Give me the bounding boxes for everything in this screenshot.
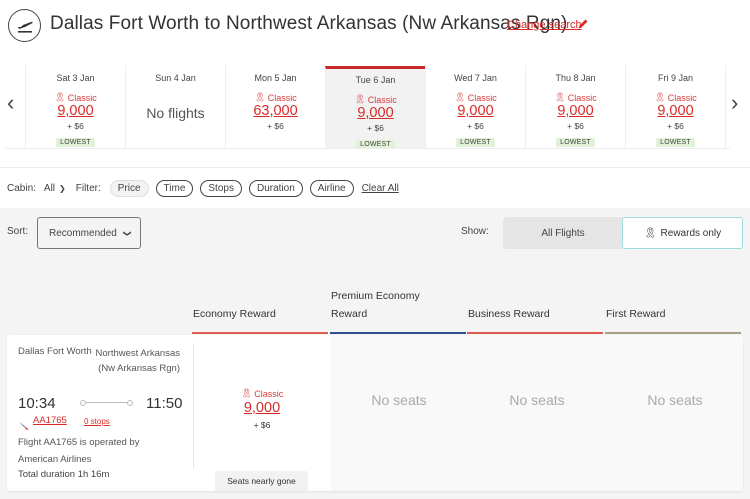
cabin-label: Cabin: — [7, 183, 36, 194]
points-price: 9,000 — [657, 103, 694, 119]
column-accent-bar — [467, 332, 603, 334]
economy-fare-cell[interactable]: 🎗 Classic 9,000 + $6 Seats nearly gone — [194, 335, 330, 491]
route-line — [80, 400, 133, 406]
origin-airport: Dallas Fort Worth — [18, 346, 92, 357]
column-header-premium-economy: Premium Economy Reward — [330, 288, 466, 334]
chevron-right-icon[interactable]: › — [731, 90, 739, 115]
date-strip-edge — [725, 65, 730, 148]
date-option-sat-3-jan[interactable]: Sat 3 Jan 🎗 Classic 9,000 + $6 LOWEST — [25, 65, 125, 148]
flight-number-link[interactable]: AA1765 — [33, 415, 67, 426]
lowest-badge: LOWEST — [56, 138, 95, 147]
change-search-link[interactable]: Change search — [507, 19, 582, 31]
filter-bar: Cabin: All ❯ Filter: Price Time Stops Du… — [0, 167, 750, 208]
date-strip: ‹ Sat 3 Jan 🎗 Classic 9,000 + $6 LOWEST S… — [0, 60, 750, 150]
filter-pill-price[interactable]: Price — [109, 180, 149, 197]
award-ribbon-icon: 🎗 — [654, 92, 666, 102]
award-ribbon-icon: 🎗 — [254, 92, 266, 102]
no-flights-text: No flights — [146, 105, 205, 121]
column-header-business: Business Reward — [467, 288, 603, 334]
toggle-rewards-only[interactable]: 🎗 Rewards only — [622, 217, 743, 249]
award-ribbon-icon: 🎗 — [454, 92, 466, 102]
total-duration: Total duration 1h 16m — [18, 469, 110, 480]
column-header-first: First Reward — [605, 288, 741, 334]
unavailable-cabins: No seats No seats No seats — [330, 335, 743, 491]
award-ribbon-icon: 🎗 — [54, 92, 66, 102]
award-ribbon-icon: 🎗 — [643, 227, 657, 239]
points-price: 9,000 — [557, 103, 594, 119]
points-price: 63,000 — [253, 103, 298, 119]
points-price: 9,000 — [57, 103, 94, 119]
lowest-badge: LOWEST — [356, 140, 395, 149]
toggle-all-flights[interactable]: All Flights — [503, 217, 623, 249]
column-accent-bar — [605, 332, 741, 334]
award-ribbon-icon: 🎗 — [240, 388, 253, 398]
divider — [5, 148, 730, 149]
economy-points[interactable]: 9,000 — [243, 400, 281, 416]
chevron-left-icon[interactable]: ‹ — [7, 90, 15, 115]
premium-economy-no-seats: No seats — [371, 392, 427, 408]
page-header: Dallas Fort Worth to Northwest Arkansas … — [0, 0, 750, 55]
cabin-select[interactable]: All ❯ — [43, 183, 66, 194]
page-title: Dallas Fort Worth to Northwest Arkansas … — [50, 13, 568, 34]
stops-link[interactable]: 0 stops — [84, 417, 110, 426]
points-price: 9,000 — [457, 103, 494, 119]
lowest-badge: LOWEST — [456, 138, 495, 147]
column-accent-bar — [192, 332, 328, 334]
date-option-sun-4-jan[interactable]: Sun 4 Jan No flights — [125, 65, 225, 148]
filter-pill-stops[interactable]: Stops — [200, 180, 242, 197]
destination-airport: Northwest Arkansas (Nw Arkansas Rgn) — [95, 348, 180, 374]
filter-pill-time[interactable]: Time — [155, 180, 194, 197]
points-price: 9,000 — [357, 105, 394, 121]
date-option-fri-9-jan[interactable]: Fri 9 Jan 🎗 Classic 9,000 + $6 LOWEST — [625, 65, 725, 148]
date-option-mon-5-jan[interactable]: Mon 5 Jan 🎗 Classic 63,000 + $6 — [225, 65, 325, 148]
lowest-badge: LOWEST — [656, 138, 695, 147]
departure-time: 10:34 — [18, 395, 56, 412]
show-label: Show: — [461, 226, 489, 237]
column-accent-bar — [330, 332, 466, 334]
seats-nearly-gone-badge: Seats nearly gone — [215, 471, 308, 491]
flight-result-card: Dallas Fort Worth Northwest Arkansas (Nw… — [7, 335, 743, 491]
date-option-tue-6-jan[interactable]: Tue 6 Jan 🎗 Classic 9,000 + $6 LOWEST — [325, 66, 425, 149]
column-header-economy: Economy Reward — [192, 288, 328, 334]
first-no-seats: No seats — [647, 392, 703, 408]
date-option-wed-7-jan[interactable]: Wed 7 Jan 🎗 Classic 9,000 + $6 LOWEST — [425, 65, 525, 148]
divider — [193, 343, 194, 468]
filter-label: Filter: — [75, 183, 101, 194]
sort-label: Sort: — [7, 226, 29, 237]
clear-all-link[interactable]: Clear All — [361, 183, 399, 194]
date-option-thu-8-jan[interactable]: Thu 8 Jan 🎗 Classic 9,000 + $6 LOWEST — [525, 65, 625, 148]
business-no-seats: No seats — [509, 392, 565, 408]
arrival-time: 11:50 — [146, 395, 183, 412]
operated-by-text: Flight AA1765 is operated by American Ai… — [18, 437, 140, 465]
pencil-icon[interactable] — [577, 17, 589, 35]
filter-pill-airline[interactable]: Airline — [309, 180, 354, 197]
chevron-down-icon: ❯ — [122, 229, 132, 237]
sort-select[interactable]: Recommended ❯ — [37, 217, 141, 249]
plane-takeoff-icon — [8, 9, 41, 42]
award-ribbon-icon: 🎗 — [554, 92, 566, 102]
chevron-down-icon: ❯ — [59, 184, 66, 193]
award-ribbon-icon: 🎗 — [354, 94, 366, 104]
lowest-badge: LOWEST — [556, 138, 595, 147]
american-airlines-logo-icon — [19, 417, 30, 435]
filter-pill-duration[interactable]: Duration — [248, 180, 303, 197]
